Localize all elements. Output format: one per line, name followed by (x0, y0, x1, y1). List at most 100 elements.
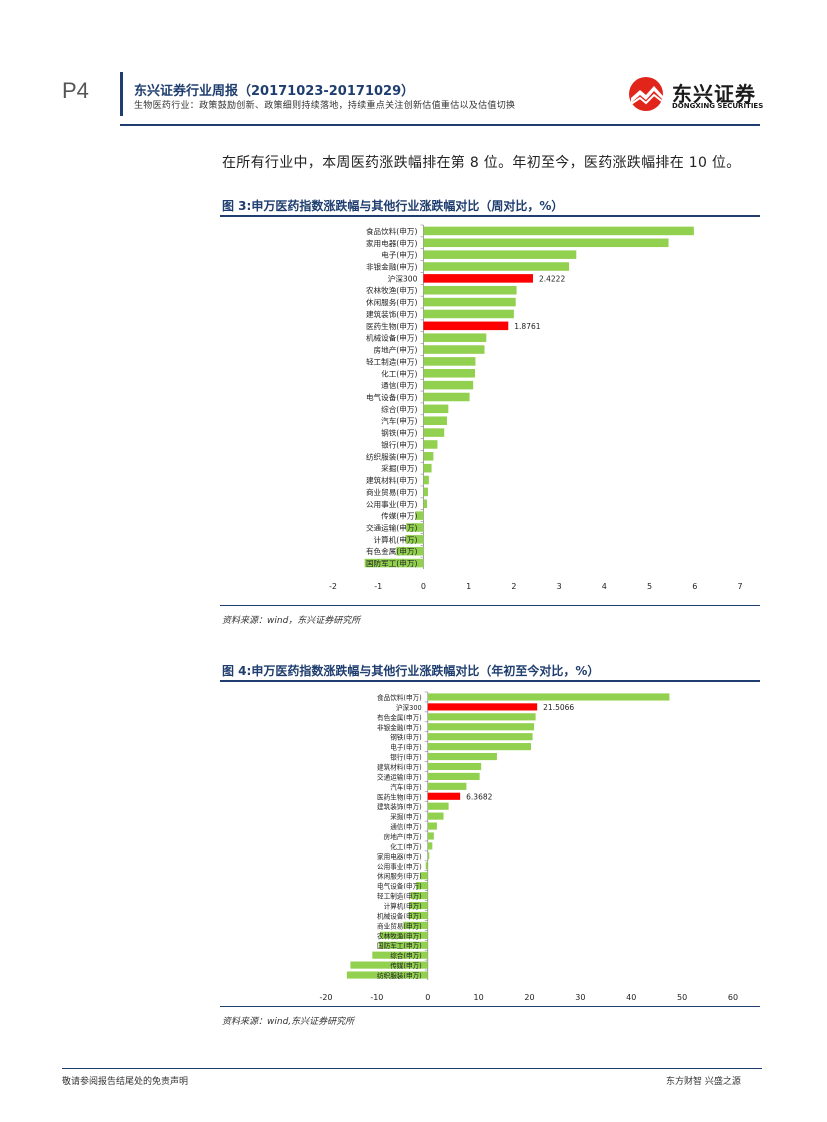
data-label: 2.4222 (539, 274, 565, 283)
footer-rule (62, 1068, 762, 1069)
category-label: 建筑装饰(申万) (377, 802, 422, 811)
data-label: 1.8761 (514, 322, 540, 331)
bar-1-25 (406, 523, 424, 532)
bar-1-5 (423, 285, 517, 295)
bar-1-1 (423, 238, 669, 248)
category-label: 交通运输(申万) (377, 772, 422, 781)
bar-2-25 (378, 941, 428, 949)
category-label: 房地产(申万) (384, 832, 422, 841)
category-label: 电子(申万) (390, 743, 422, 752)
category-label: 有色金属(申万) (377, 713, 422, 722)
x-tick-label: 10 (474, 993, 484, 1002)
figure-3-top-rule (220, 215, 760, 217)
bar-2-28 (346, 971, 428, 979)
report-subtitle: 生物医药行业：政策鼓励创新、政策细则持续落地，持续重点关注创新估值重估以及估值切… (134, 101, 516, 111)
page-number: P4 (62, 78, 89, 103)
data-label: 21.5066 (543, 703, 574, 712)
bar-2-9 (427, 782, 467, 790)
x-tick-label: 7 (737, 582, 742, 591)
category-label: 纺织服装(申万) (366, 451, 418, 461)
bar-2-2 (427, 713, 536, 721)
category-label: 非银金融(申万) (377, 723, 422, 732)
category-label: 农林牧渔(申万) (366, 285, 418, 295)
bar-1-19 (423, 452, 434, 461)
data-label: 6.3682 (466, 792, 492, 801)
bar-1-24 (415, 511, 424, 520)
body-paragraph: 在所有行业中，本周医药涨跌幅排在第 8 位。年初至今，医药涨跌幅排在 10 位。 (222, 155, 741, 171)
x-tick-label: 20 (524, 993, 534, 1002)
category-label: 医药生物(申万) (366, 321, 418, 331)
category-label: 建筑材料(申万) (377, 762, 422, 771)
figure-4-bottom-rule (220, 1006, 760, 1007)
category-label: 通信(申万) (381, 380, 417, 390)
category-label: 国防军工(申万) (366, 558, 418, 568)
footer-slogan: 东方财智 兴盛之源 (666, 1077, 741, 1087)
bar-1-13 (423, 380, 474, 390)
x-tick-label: -20 (319, 993, 332, 1002)
bar-2-15 (427, 842, 433, 850)
bar-1-22 (423, 487, 428, 497)
figure-3-title: 图 3:申万医药指数涨跌幅与其他行业涨跌幅对比（周对比，%） (222, 199, 564, 213)
category-label: 电气设备(申万) (366, 392, 418, 402)
bar-2-8 (427, 772, 480, 780)
category-label: 家用电器(申万) (366, 238, 418, 248)
bar-2-4 (427, 733, 533, 741)
category-label: 电子(申万) (381, 250, 417, 260)
logo-text-en: DONGXING SECURITIES (672, 102, 764, 110)
category-label: 传媒(申万) (390, 961, 422, 970)
bar-2-1 (427, 703, 538, 711)
bar-2-10 (427, 792, 461, 800)
bar-2-19 (416, 882, 428, 890)
category-label: 医药生物(申万) (377, 792, 422, 801)
category-label: 银行(申万) (390, 753, 422, 762)
bar-1-8 (423, 321, 509, 331)
category-label: 公用事业(申万) (366, 499, 418, 509)
category-label: 纺织服装(申万) (377, 971, 422, 980)
bar-1-27 (396, 546, 424, 556)
category-label: 银行(申万) (381, 439, 417, 449)
category-label: 采掘(申万) (381, 463, 417, 473)
bar-2-23 (403, 921, 428, 929)
category-label: 采掘(申万) (390, 812, 422, 821)
category-label: 综合(申万) (390, 951, 422, 960)
bar-2-24 (379, 931, 428, 939)
bar-2-13 (427, 822, 437, 830)
category-label: 房地产(申万) (374, 345, 418, 355)
category-label: 化工(申万) (381, 368, 417, 378)
category-label: 建筑材料(申万) (366, 475, 418, 485)
category-label: 机械设备(申万) (377, 911, 422, 920)
bar-2-0 (427, 693, 670, 701)
x-tick-label: 2 (511, 582, 516, 591)
bar-1-17 (423, 428, 445, 437)
x-tick-label: 1 (466, 582, 471, 591)
bar-1-2 (423, 250, 577, 259)
bar-2-18 (420, 872, 428, 880)
bar-2-17 (425, 862, 428, 870)
category-label: 商业贸易(申万) (366, 487, 418, 497)
bar-1-21 (423, 475, 429, 485)
bar-1-0 (423, 226, 694, 236)
category-label: 化工(申万) (390, 842, 422, 851)
x-tick-label: 5 (647, 582, 652, 591)
category-label: 交通运输(申万) (366, 522, 418, 532)
bar-1-26 (405, 535, 424, 544)
bar-1-16 (423, 416, 447, 425)
bar-1-18 (423, 440, 438, 449)
bar-2-12 (427, 812, 444, 820)
bar-2-7 (427, 762, 482, 771)
x-tick-label: -2 (329, 582, 337, 591)
figure-4-title: 图 4:申万医药指数涨跌幅与其他行业涨跌幅对比（年初至今对比，%） (222, 664, 600, 678)
figure-4-chart: 食品饮料(申万)沪深300 21.5066 有色金属(申万)非银金融(申万)钢铁(申… (319, 691, 738, 1002)
category-label: 公用事业(申万) (377, 862, 422, 871)
category-label: 休闲服务(申万) (377, 872, 422, 881)
category-label: 传媒(申万) (381, 511, 417, 521)
category-label: 机械设备(申万) (366, 333, 418, 343)
bar-2-11 (427, 802, 449, 810)
bar-1-23 (423, 499, 428, 509)
category-label: 通信(申万) (390, 822, 422, 831)
category-label: 汽车(申万) (381, 416, 417, 426)
bar-2-14 (427, 832, 434, 840)
bar-2-27 (350, 961, 428, 969)
company-logo-icon (629, 77, 664, 111)
category-label: 建筑装饰(申万) (366, 309, 418, 319)
